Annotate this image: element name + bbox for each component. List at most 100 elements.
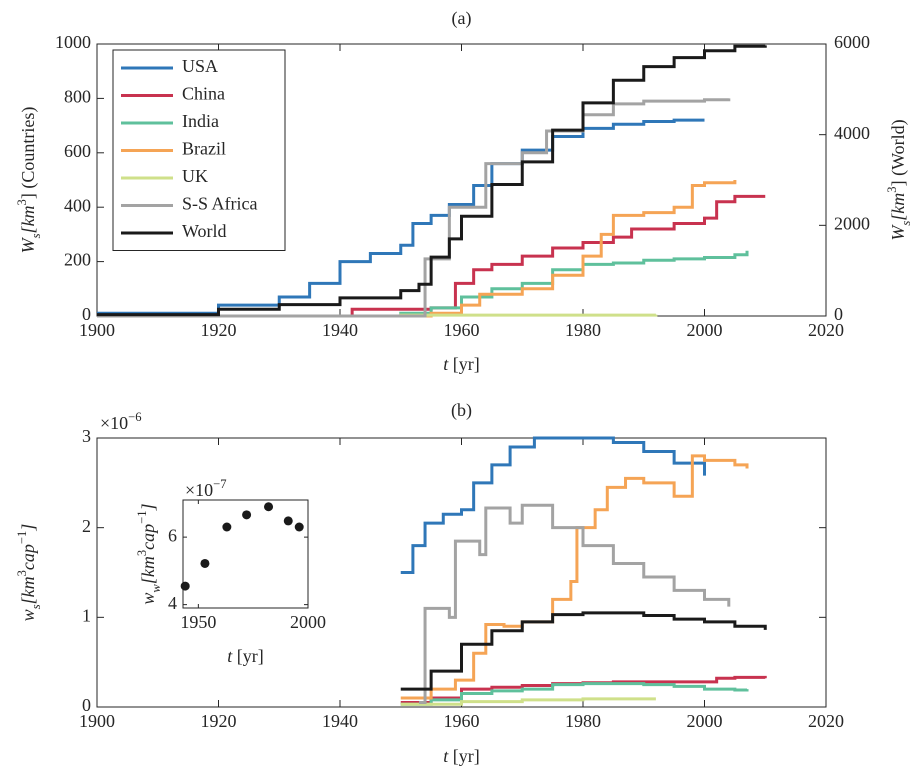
- y-tick-label: 0: [82, 695, 91, 715]
- series-line: [97, 98, 731, 318]
- label-part: 3: [885, 186, 899, 192]
- label-part: −7: [213, 477, 226, 491]
- x-tick-label: 1940: [322, 320, 358, 340]
- y-axis-label: ww[km3cap−1]: [135, 503, 163, 604]
- legend-label: China: [182, 84, 225, 104]
- x-tick-label: 1920: [201, 320, 237, 340]
- label-part: s: [29, 233, 43, 238]
- label-part: [km: [888, 193, 908, 221]
- x-tick-label: 1900: [79, 711, 115, 731]
- label-part: −6: [128, 410, 141, 424]
- panel-title: (a): [452, 8, 472, 29]
- point: [222, 522, 232, 532]
- label-part: W: [18, 236, 38, 253]
- legend-label: UK: [182, 166, 208, 186]
- label-part: ]: [138, 503, 158, 511]
- legend-label: World: [182, 221, 227, 241]
- legend-label: S-S Africa: [182, 194, 258, 214]
- label-part: ×10: [100, 413, 128, 433]
- x-tick-label: 1940: [322, 711, 358, 731]
- legend-label: USA: [182, 56, 218, 76]
- y-tick-label: 400: [64, 195, 91, 215]
- y-tick-label: 800: [64, 87, 91, 107]
- legend-label: Brazil: [182, 139, 226, 159]
- series-line: [400, 611, 767, 691]
- x-tick-label: 2020: [808, 711, 844, 731]
- label-part: −1: [15, 531, 29, 544]
- x-tick-label: 2000: [687, 711, 723, 731]
- legend-box: [112, 49, 286, 251]
- label-part: [km: [18, 205, 38, 233]
- y-tick-label: 200: [64, 250, 91, 270]
- point: [200, 558, 210, 568]
- y2-tick-label: 0: [834, 304, 843, 324]
- x-tick-label: 1980: [565, 320, 601, 340]
- y2-tick-label: 6000: [834, 32, 870, 52]
- panel-title: (b): [451, 400, 472, 421]
- y2-axis-label: Ws[km3] (World): [885, 119, 913, 240]
- label-part: W: [888, 224, 908, 241]
- label-part: ] (Countries): [18, 107, 39, 199]
- label-part: s: [899, 221, 913, 226]
- y-axis-label: ws[km3cap−1]: [15, 524, 43, 622]
- series-line: [400, 180, 737, 318]
- point: [264, 502, 274, 512]
- label-part: w: [18, 609, 38, 621]
- x-axis-label: t [yr]: [227, 646, 264, 666]
- point: [242, 510, 252, 520]
- label-part: ]: [18, 524, 38, 532]
- label-part: [km: [138, 556, 158, 584]
- x-tick-label: 1950: [180, 612, 216, 632]
- label-part: [km: [18, 576, 38, 604]
- label-part: 3: [15, 199, 29, 205]
- label-part: −1: [135, 510, 149, 523]
- y-tick-label: 3: [82, 426, 91, 446]
- series-line: [97, 44, 767, 317]
- label-part: cap: [18, 544, 38, 570]
- y-tick-label: 6: [168, 525, 177, 545]
- y-tick-label: 1: [82, 605, 91, 625]
- label-part: t: [443, 354, 449, 374]
- label-part: 3: [135, 550, 149, 556]
- series-line: [400, 682, 749, 706]
- x-axis-label: t [yr]: [443, 354, 480, 374]
- y-tick-label: 600: [64, 141, 91, 161]
- label-part: [yr]: [232, 646, 263, 666]
- label-part: s: [29, 604, 43, 609]
- x-tick-label: 1900: [79, 320, 115, 340]
- legend-label: India: [182, 111, 219, 131]
- x-axis-label: t [yr]: [443, 746, 480, 766]
- y-axis-label: Ws[km3] (Countries): [15, 107, 43, 254]
- x-tick-label: 2000: [687, 320, 723, 340]
- label-part: ] (World): [888, 119, 909, 186]
- y2-tick-label: 2000: [834, 213, 870, 233]
- series-line: [400, 436, 706, 574]
- axis-multiplier: ×10−6: [100, 410, 142, 433]
- series-line: [400, 697, 656, 706]
- point: [180, 581, 190, 591]
- x-tick-label: 2000: [290, 612, 326, 632]
- label-part: cap: [138, 524, 158, 550]
- x-tick-label: 2020: [808, 320, 844, 340]
- y-tick-label: 2: [82, 516, 91, 536]
- label-part: [yr]: [448, 354, 479, 374]
- x-tick-label: 1960: [444, 711, 480, 731]
- label-part: t: [443, 746, 449, 766]
- y2-tick-label: 4000: [834, 123, 870, 143]
- y-tick-label: 0: [82, 304, 91, 324]
- x-tick-label: 1980: [565, 711, 601, 731]
- label-part: [yr]: [448, 746, 479, 766]
- label-part: t: [227, 646, 233, 666]
- point: [294, 522, 304, 532]
- label-part: w: [138, 593, 158, 605]
- x-tick-label: 1920: [201, 711, 237, 731]
- label-part: ×10: [185, 480, 213, 500]
- y-tick-label: 1000: [55, 32, 91, 52]
- point: [283, 516, 293, 526]
- y-tick-label: 4: [168, 593, 177, 613]
- axis-multiplier: ×10−7: [185, 477, 227, 500]
- label-part: w: [149, 584, 163, 593]
- label-part: 3: [15, 570, 29, 576]
- series-line: [418, 503, 731, 705]
